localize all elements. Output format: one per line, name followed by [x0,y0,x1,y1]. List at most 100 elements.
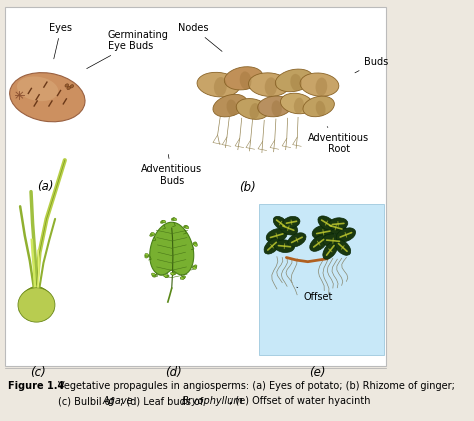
Ellipse shape [279,221,298,235]
Ellipse shape [248,73,289,96]
Text: Nodes: Nodes [178,23,222,51]
Text: Agave: Agave [102,396,133,406]
Ellipse shape [227,99,237,116]
Ellipse shape [273,216,288,230]
Ellipse shape [25,286,48,306]
Ellipse shape [151,232,155,235]
Ellipse shape [194,244,198,246]
Ellipse shape [151,273,155,276]
Ellipse shape [300,73,339,96]
Ellipse shape [18,288,55,322]
Ellipse shape [310,235,328,251]
Ellipse shape [67,86,71,90]
Ellipse shape [249,103,260,119]
Ellipse shape [164,274,167,277]
Ellipse shape [336,228,356,242]
Ellipse shape [294,98,304,114]
Text: ; (e) Offset of water hyacinth: ; (e) Offset of water hyacinth [229,396,371,406]
Ellipse shape [65,84,69,87]
Ellipse shape [165,275,169,278]
Text: Germinating
Eye Buds: Germinating Eye Buds [87,30,168,69]
Ellipse shape [150,233,154,236]
Ellipse shape [312,225,335,240]
Ellipse shape [180,277,184,280]
Ellipse shape [184,226,188,228]
Text: (c) Bulbil of: (c) Bulbil of [58,396,118,406]
Text: Buds: Buds [355,56,388,73]
Ellipse shape [316,77,327,96]
FancyBboxPatch shape [5,7,385,366]
Text: Vegetative propagules in angiosperms: (a) Eyes of potato; (b) Rhizome of ginger;: Vegetative propagules in angiosperms: (a… [58,381,455,391]
Ellipse shape [173,218,177,221]
Ellipse shape [323,242,338,259]
Ellipse shape [183,225,187,228]
Ellipse shape [145,256,149,258]
Ellipse shape [9,73,85,122]
Ellipse shape [266,229,287,243]
Ellipse shape [316,101,326,116]
Ellipse shape [70,85,73,88]
Ellipse shape [264,77,277,96]
Ellipse shape [197,72,240,97]
Ellipse shape [164,275,168,277]
Ellipse shape [145,253,149,256]
Ellipse shape [182,276,186,279]
Ellipse shape [153,274,156,277]
Ellipse shape [172,272,176,275]
Text: Eyes: Eyes [49,23,73,59]
Polygon shape [19,290,36,311]
Ellipse shape [172,218,176,220]
Ellipse shape [161,221,165,223]
Ellipse shape [17,77,58,101]
Ellipse shape [213,94,247,117]
Ellipse shape [21,287,52,314]
Ellipse shape [145,254,148,257]
Text: Figure 1.4: Figure 1.4 [8,381,64,391]
Ellipse shape [150,234,154,237]
Ellipse shape [281,93,313,114]
Ellipse shape [283,216,300,228]
Ellipse shape [322,234,344,248]
Ellipse shape [240,72,252,89]
Ellipse shape [275,69,313,92]
Polygon shape [36,290,54,311]
Ellipse shape [335,240,351,255]
Text: Bryophyllum: Bryophyllum [182,396,244,406]
Ellipse shape [288,233,306,247]
Polygon shape [27,313,46,320]
Ellipse shape [193,243,197,245]
Ellipse shape [162,220,166,223]
Ellipse shape [171,218,175,221]
Ellipse shape [193,242,197,245]
Text: (a): (a) [37,180,54,193]
Ellipse shape [264,238,280,254]
Text: (d): (d) [165,365,182,378]
Ellipse shape [171,272,174,275]
Polygon shape [150,222,194,275]
Ellipse shape [192,266,196,269]
Ellipse shape [318,216,335,230]
Ellipse shape [181,277,185,279]
Ellipse shape [185,226,189,229]
Ellipse shape [193,266,197,269]
Text: (b): (b) [239,181,256,194]
Ellipse shape [328,218,348,230]
Ellipse shape [193,265,197,268]
Ellipse shape [214,77,227,96]
Ellipse shape [152,274,156,277]
Ellipse shape [171,272,175,275]
Text: (e): (e) [309,365,326,378]
FancyBboxPatch shape [259,204,383,355]
Text: Adventitious
Root: Adventitious Root [308,127,369,154]
Ellipse shape [224,67,263,90]
Ellipse shape [160,221,164,224]
Ellipse shape [290,74,302,91]
Text: Adventitious
Buds: Adventitious Buds [141,155,202,186]
Ellipse shape [258,96,292,117]
Ellipse shape [272,100,282,117]
Ellipse shape [325,220,346,234]
Text: (c): (c) [30,365,46,378]
Ellipse shape [274,240,294,253]
Ellipse shape [236,99,269,119]
Text: ; (d) Leaf buds of: ; (d) Leaf buds of [119,396,206,406]
